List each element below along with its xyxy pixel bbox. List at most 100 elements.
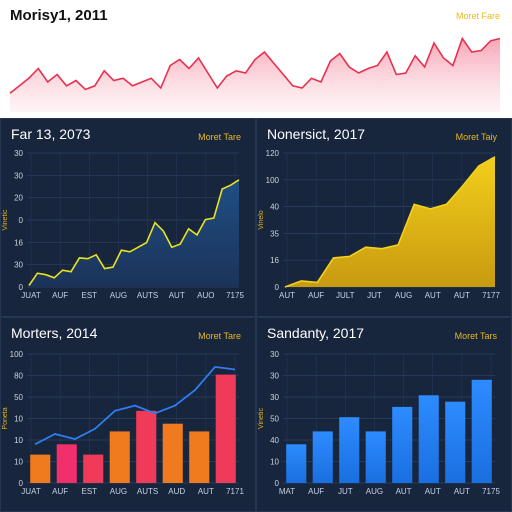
chart-1-badge: Moret Tare <box>198 132 241 142</box>
chart-panel-2: Nonersict, 2017 Moret Taiy 0 16 35 40 100 120… <box>256 118 512 317</box>
top-area-fill <box>10 38 500 112</box>
y-axis-label: Vinelo <box>258 210 265 229</box>
area-chart-1: Far 13, 2073 Moret Tare 0 30 16 0 20 30 30 JUAT… <box>2 126 244 300</box>
bar <box>471 379 492 483</box>
chart-panel-1: Far 13, 2073 Moret Tare 0 30 16 0 20 30 30 JUAT… <box>0 118 256 317</box>
bar-line-chart-3: Morters, 2014 Moret Tare 0 10 10 10 50 80 100 J… <box>2 325 244 496</box>
y-tick-label: 20 <box>14 194 23 203</box>
bar <box>365 431 386 483</box>
chart-1-title: Far 13, 2073 <box>11 126 91 142</box>
x-tick-label: JULT <box>336 291 355 300</box>
x-tick-label: JUT <box>338 487 353 496</box>
series-line <box>28 179 240 286</box>
x-tick-label: AUT <box>425 291 441 300</box>
bar <box>286 444 307 483</box>
bar <box>418 395 439 483</box>
chart-4-title: Sandanty, 2017 <box>267 325 364 341</box>
x-tick-label: 7175 <box>226 291 244 300</box>
bar <box>136 410 157 483</box>
x-tick-label: AUT <box>396 487 412 496</box>
x-tick-label: MAT <box>279 487 295 496</box>
y-tick-label: 40 <box>270 436 279 445</box>
x-tick-label: AUG <box>110 291 127 300</box>
series-line <box>284 156 496 288</box>
bar <box>215 374 236 483</box>
bar-chart-4: Sandanty, 2017 Moret Tars 0 10 40 50 30 30 30 M… <box>258 325 500 496</box>
x-tick-label: JUAT <box>21 291 41 300</box>
area-fill <box>29 179 239 287</box>
top-chart-panel: Morisy1, 2011 Moret Fare <box>0 0 512 118</box>
y-tick-label: 120 <box>266 149 280 158</box>
x-tick-label: AUF <box>52 487 68 496</box>
bar <box>339 417 360 483</box>
bar <box>83 454 104 483</box>
chart-3-title: Morters, 2014 <box>11 325 98 341</box>
y-tick-label: 40 <box>270 203 279 212</box>
y-tick-label: 10 <box>14 415 23 424</box>
x-tick-label: 7177 <box>482 291 500 300</box>
y-tick-label: 50 <box>14 393 23 402</box>
area-chart-2: Nonersict, 2017 Moret Taiy 0 16 35 40 100 120… <box>258 126 500 300</box>
x-tick-label: AUG <box>110 487 127 496</box>
x-tick-label: AUG <box>366 487 383 496</box>
y-tick-label: 0 <box>19 283 24 292</box>
x-tick-label: AUTS <box>137 291 158 300</box>
y-tick-label: 0 <box>19 479 24 488</box>
bar <box>445 401 466 483</box>
x-tick-label: AUT <box>425 487 441 496</box>
top-chart-title: Morisy1, 2011 <box>10 7 108 24</box>
y-tick-label: 30 <box>270 393 279 402</box>
y-tick-label: 30 <box>14 149 23 158</box>
chart-2-badge: Moret Taiy <box>456 132 498 142</box>
y-tick-label: 16 <box>270 256 279 265</box>
top-area-chart: Morisy1, 2011 Moret Fare <box>9 7 501 112</box>
chart-panel-4: Sandanty, 2017 Moret Tars 0 10 40 50 30 30 30 M… <box>256 317 512 512</box>
y-tick-label: 10 <box>14 436 23 445</box>
x-tick-label: AUTS <box>137 487 158 496</box>
series-line <box>34 365 236 446</box>
y-tick-label: 0 <box>19 216 24 225</box>
x-tick-label: AUG <box>395 291 412 300</box>
x-tick-label: AUT <box>454 291 470 300</box>
x-tick-label: AUT <box>279 291 295 300</box>
y-axis-label: Vinetic <box>258 408 265 429</box>
y-tick-label: 100 <box>266 176 280 185</box>
y-axis-label: Vinetic <box>2 209 9 230</box>
x-tick-label: JUAT <box>21 487 41 496</box>
y-tick-label: 35 <box>270 229 279 238</box>
x-tick-label: AUD <box>168 487 185 496</box>
x-tick-label: AUF <box>308 291 324 300</box>
y-tick-label: 10 <box>14 458 23 467</box>
y-tick-label: 30 <box>270 372 279 381</box>
chart-2-title: Nonersict, 2017 <box>267 126 365 142</box>
bar <box>30 454 51 483</box>
x-tick-label: AUF <box>52 291 68 300</box>
x-tick-label: AUO <box>197 291 214 300</box>
y-axis-label: Poneta <box>2 407 9 429</box>
x-tick-label: AUT <box>169 291 185 300</box>
y-tick-label: 0 <box>275 283 280 292</box>
y-tick-label: 80 <box>14 372 23 381</box>
x-tick-label: 7171 <box>226 487 244 496</box>
y-tick-label: 100 <box>10 350 24 359</box>
top-series-line <box>9 36 501 94</box>
x-tick-label: EST <box>82 487 98 496</box>
bar <box>189 431 210 483</box>
chart-panel-3: Morters, 2014 Moret Tare 0 10 10 10 50 80 100 J… <box>0 317 256 512</box>
bar <box>162 423 183 483</box>
y-tick-label: 10 <box>270 458 279 467</box>
x-tick-label: 7175 <box>482 487 500 496</box>
chart-3-badge: Moret Tare <box>198 331 241 341</box>
x-tick-label: JUT <box>367 291 382 300</box>
y-tick-label: 30 <box>14 261 23 270</box>
y-tick-label: 16 <box>14 238 23 247</box>
bar <box>109 431 130 483</box>
x-tick-label: AUT <box>198 487 214 496</box>
y-tick-label: 50 <box>270 415 279 424</box>
y-tick-label: 30 <box>270 350 279 359</box>
area-fill <box>285 156 495 287</box>
x-tick-label: AUF <box>308 487 324 496</box>
chart-4-badge: Moret Tars <box>455 331 498 341</box>
top-chart-badge: Moret Fare <box>456 11 500 21</box>
